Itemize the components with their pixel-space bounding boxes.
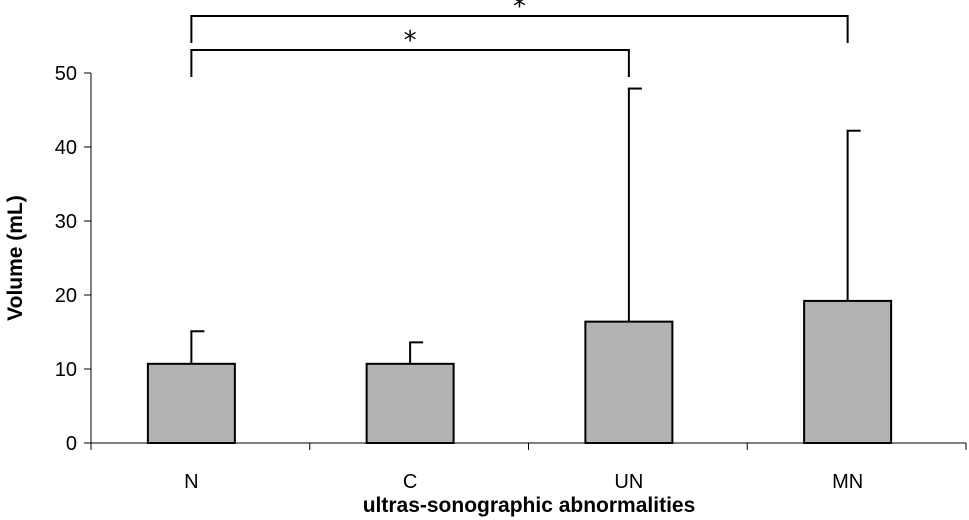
y-tick-label: 20 bbox=[55, 285, 77, 307]
significance-label: * bbox=[513, 0, 526, 22]
bar-c bbox=[365, 362, 455, 445]
y-tick-label: 30 bbox=[55, 211, 77, 233]
x-tick-label: UN bbox=[614, 471, 643, 493]
bar-n bbox=[146, 362, 236, 445]
y-axis-title: Volume (mL) bbox=[4, 195, 27, 321]
significance-bracket bbox=[190, 49, 630, 77]
y-tick-label: 10 bbox=[55, 359, 77, 381]
bars bbox=[146, 299, 893, 445]
y-axis-ticks: 0 10 20 30 40 50 bbox=[55, 63, 91, 455]
bar-mn bbox=[803, 299, 893, 445]
bar-un bbox=[584, 320, 674, 445]
significance-brackets: ** bbox=[190, 0, 849, 77]
y-tick-label: 0 bbox=[66, 433, 77, 455]
y-tick-label: 40 bbox=[55, 137, 77, 159]
x-axis-ticks: N C UN MN bbox=[90, 443, 967, 493]
significance-bracket bbox=[190, 15, 849, 43]
x-axis-title: ultras-sonographic abnormalities bbox=[363, 494, 696, 517]
y-tick-label: 50 bbox=[55, 63, 77, 85]
x-tick-label: N bbox=[184, 471, 198, 493]
significance-label: * bbox=[404, 26, 417, 56]
x-tick-label: C bbox=[403, 471, 417, 493]
x-tick-label: MN bbox=[832, 471, 863, 493]
error-bars bbox=[190, 87, 861, 364]
